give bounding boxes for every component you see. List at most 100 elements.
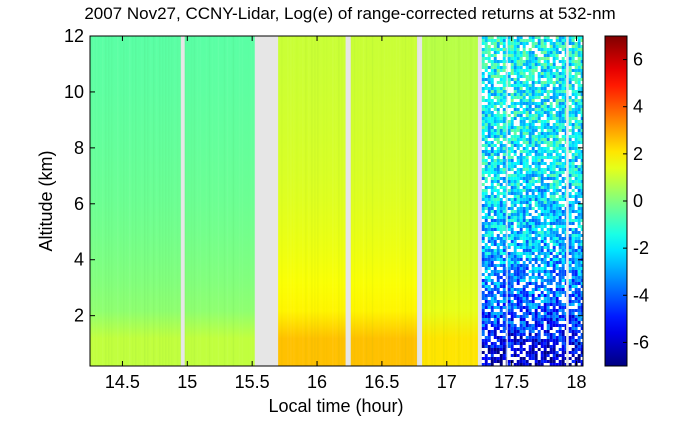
- heatmap-cell: [522, 63, 526, 66]
- heatmap-cell: [534, 123, 538, 126]
- heatmap-cell: [561, 180, 565, 183]
- heatmap-cell: [574, 168, 578, 171]
- heatmap-cell: [540, 249, 544, 252]
- heatmap-cell: [543, 219, 547, 222]
- heatmap-cell: [549, 195, 553, 198]
- heatmap-cell: [516, 78, 520, 81]
- heatmap-cell: [577, 195, 581, 198]
- heatmap-cell: [546, 246, 550, 249]
- colorbar-tick-label: 4: [633, 97, 643, 117]
- heatmap-cell: [564, 105, 567, 108]
- heatmap-cell: [507, 261, 511, 264]
- heatmap-cell: [552, 141, 556, 144]
- heatmap-streak: [132, 36, 134, 366]
- heatmap-cell: [484, 357, 488, 360]
- heatmap-cell: [580, 360, 583, 363]
- heatmap-cell: [568, 309, 572, 312]
- heatmap-cell: [561, 54, 565, 57]
- heatmap-cell: [502, 246, 506, 249]
- heatmap-cell: [502, 141, 506, 144]
- heatmap-cell: [481, 54, 485, 57]
- heatmap-cell: [525, 324, 529, 327]
- heatmap-streak: [217, 36, 220, 366]
- heatmap-cell: [510, 54, 514, 57]
- heatmap-cell: [549, 192, 553, 195]
- heatmap-cell: [555, 153, 559, 156]
- heatmap-cell: [564, 60, 567, 63]
- heatmap-cell: [546, 294, 550, 297]
- heatmap-cell: [505, 141, 507, 144]
- heatmap-streak: [153, 36, 155, 366]
- heatmap-cell: [525, 84, 529, 87]
- heatmap-cell: [549, 363, 553, 366]
- heatmap-cell: [568, 39, 572, 42]
- heatmap-cell: [546, 231, 550, 234]
- heatmap-cell: [540, 312, 544, 315]
- heatmap-cell: [558, 201, 562, 204]
- heatmap-cell: [516, 123, 520, 126]
- heatmap-cell: [546, 111, 550, 114]
- heatmap-cell: [513, 45, 517, 48]
- heatmap-cell: [555, 249, 559, 252]
- heatmap-cell: [537, 333, 541, 336]
- heatmap-cell: [564, 291, 567, 294]
- heatmap-cell: [484, 234, 488, 237]
- heatmap-cell: [499, 114, 503, 117]
- heatmap-cell: [555, 240, 559, 243]
- heatmap-cell: [493, 291, 497, 294]
- heatmap-cell: [481, 255, 485, 258]
- heatmap-cell: [561, 51, 565, 54]
- heatmap-cell: [540, 318, 544, 321]
- heatmap-cell: [499, 72, 503, 75]
- heatmap-cell: [555, 162, 559, 165]
- heatmap-cell: [580, 345, 583, 348]
- heatmap-cell: [540, 207, 544, 210]
- heatmap-streak: [203, 36, 205, 366]
- heatmap-cell: [507, 144, 511, 147]
- heatmap-cell: [519, 120, 523, 123]
- heatmap-cell: [549, 285, 553, 288]
- heatmap-cell: [561, 120, 565, 123]
- heatmap-cell: [549, 147, 553, 150]
- heatmap-cell: [493, 330, 497, 333]
- heatmap-cell: [568, 231, 572, 234]
- heatmap-cell: [522, 297, 526, 300]
- heatmap-cell: [505, 279, 507, 282]
- heatmap-cell: [534, 159, 538, 162]
- heatmap-cell: [549, 276, 553, 279]
- heatmap-cell: [543, 81, 547, 84]
- heatmap-cell: [525, 189, 529, 192]
- heatmap-cell: [487, 345, 491, 348]
- heatmap-cell: [552, 147, 556, 150]
- heatmap-cell: [549, 261, 553, 264]
- heatmap-cell: [519, 36, 523, 39]
- heatmap-cell: [564, 249, 567, 252]
- heatmap-cell: [481, 246, 485, 249]
- heatmap-cell: [496, 294, 500, 297]
- heatmap-cell: [543, 141, 547, 144]
- heatmap-cell: [549, 45, 553, 48]
- heatmap-cell: [564, 156, 567, 159]
- heatmap-cell: [484, 54, 488, 57]
- heatmap-cell: [496, 69, 500, 72]
- heatmap-cell: [537, 102, 541, 105]
- heatmap-cell: [555, 111, 559, 114]
- heatmap-cell: [487, 198, 491, 201]
- heatmap-cell: [534, 102, 538, 105]
- heatmap-cell: [531, 234, 535, 237]
- heatmap-cell: [525, 246, 529, 249]
- heatmap-cell: [487, 180, 491, 183]
- heatmap-cell: [531, 72, 535, 75]
- heatmap-cell: [496, 303, 500, 306]
- heatmap-cell: [481, 210, 485, 213]
- heatmap-cell: [555, 336, 559, 339]
- heatmap-cell: [537, 255, 541, 258]
- heatmap-cell: [568, 126, 572, 129]
- heatmap-cell: [505, 84, 507, 87]
- heatmap-cell: [534, 243, 538, 246]
- heatmap-cell: [493, 90, 497, 93]
- heatmap-cell: [574, 252, 578, 255]
- heatmap-cell: [490, 309, 494, 312]
- heatmap-cell: [531, 195, 535, 198]
- plot-frame: [89, 35, 584, 367]
